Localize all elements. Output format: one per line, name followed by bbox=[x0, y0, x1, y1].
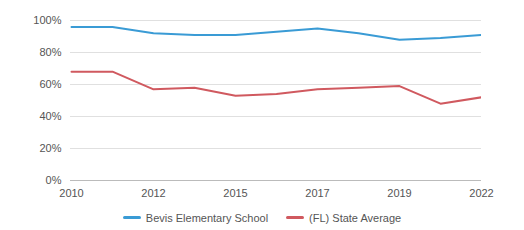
svg-text:2019: 2019 bbox=[387, 187, 411, 199]
svg-text:100%: 100% bbox=[33, 14, 61, 26]
svg-text:80%: 80% bbox=[39, 46, 61, 58]
svg-text:20%: 20% bbox=[39, 142, 61, 154]
svg-text:60%: 60% bbox=[39, 78, 61, 90]
svg-text:2012: 2012 bbox=[141, 187, 165, 199]
svg-text:2015: 2015 bbox=[223, 187, 247, 199]
html-text:Bevis Elementary School: Bevis Elementary School bbox=[145, 211, 269, 224]
svg-text:0%: 0% bbox=[46, 174, 62, 186]
svg-text:2010: 2010 bbox=[59, 187, 83, 199]
svg-text:40%: 40% bbox=[39, 110, 61, 122]
svg-text:2017: 2017 bbox=[305, 187, 329, 199]
html-text:(FL) State Average: (FL) State Average bbox=[309, 211, 402, 224]
svg-text:2022: 2022 bbox=[469, 187, 493, 199]
